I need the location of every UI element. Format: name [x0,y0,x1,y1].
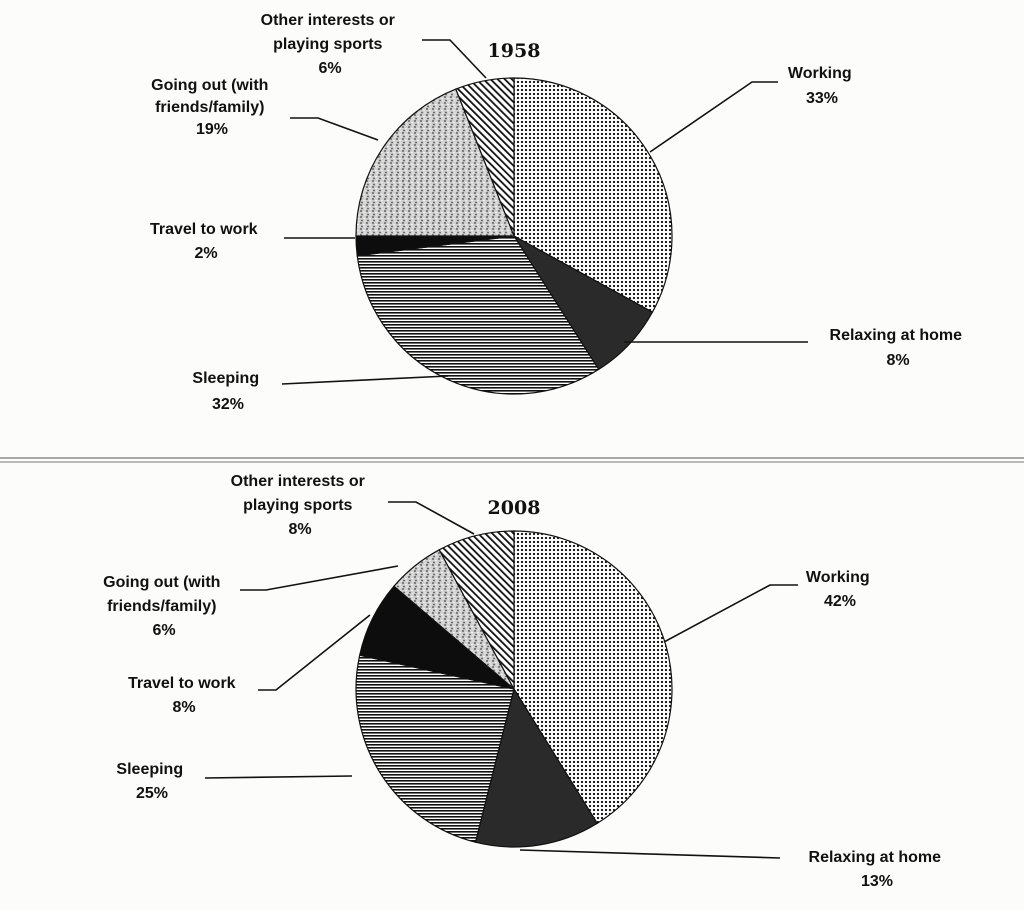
label-other-line1: Other interests or [261,12,395,29]
label-going-out-line1: Going out (with [103,574,220,591]
pie-slice-other-interests-or-playing-sports [438,530,515,690]
pie-slice-other-interests-or-playing-sports [455,77,515,237]
leader-lines [281,39,808,385]
pie-slices [355,77,673,395]
label-sleeping-value: 25% [136,785,168,802]
leader-line-working [663,584,798,643]
pie-slice-relaxing-at-home [474,687,599,848]
label-other: Other interests or playing sports 8% [231,473,370,538]
label-relaxing-name: Relaxing at home [809,849,942,866]
pie-slices [355,530,673,848]
pie-chart-1958: 1958 Other interests or playing sports 6… [150,12,967,413]
label-relaxing-value: 13% [861,873,893,890]
leader-line-other [388,501,475,535]
label-sleeping-value: 32% [212,396,244,413]
label-travel-name: Travel to work [150,221,258,238]
pie-slice-going-out-with-friends-family [355,88,515,237]
label-other-value: 6% [318,60,341,77]
leader-line-sleeping [204,775,353,779]
chart-title: 2008 [488,497,541,519]
label-relaxing: Relaxing at home 13% [809,849,946,890]
label-travel: Travel to work 8% [128,675,240,716]
label-working-name: Working [806,569,870,586]
leader-line-working [649,81,778,153]
label-going-out-line2: friends/family) [107,598,216,615]
label-sleeping: Sleeping 25% [116,761,187,802]
label-travel: Travel to work 2% [150,221,262,262]
leader-line-going-out [290,117,379,141]
leader-line-relaxing [519,849,781,859]
label-other: Other interests or playing sports 6% [261,12,400,77]
label-working: Working 33% [788,65,856,107]
label-working: Working 42% [806,569,874,610]
pie-chart-2008: 2008 Other interests or playing sports 8… [103,473,946,890]
label-other-line2: playing sports [273,36,382,53]
label-other-value: 8% [288,521,311,538]
label-relaxing-name: Relaxing at home [830,327,963,344]
pie-slice-sleeping [356,235,600,395]
pie-slice-sleeping [355,654,515,843]
label-working-name: Working [788,65,852,82]
leader-line-other [422,39,487,79]
chart-separator [0,457,1024,463]
label-relaxing: Relaxing at home 8% [830,327,967,369]
label-relaxing-value: 8% [886,352,909,369]
label-going-out-value: 19% [196,121,228,138]
label-going-out-line1: Going out (with [151,77,268,94]
label-working-value: 33% [806,90,838,107]
label-travel-name: Travel to work [128,675,236,692]
label-travel-value: 8% [172,699,195,716]
label-travel-value: 2% [194,245,217,262]
leader-line-sleeping [281,375,449,385]
pie-slice-working [513,77,673,313]
label-sleeping-name: Sleeping [116,761,183,778]
leader-line-travel [258,614,371,691]
label-other-line2: playing sports [243,497,352,514]
label-sleeping: Sleeping 32% [192,370,263,413]
label-going-out-value: 6% [152,622,175,639]
label-sleeping-name: Sleeping [192,370,259,387]
leader-lines [204,501,798,859]
chart-title: 1958 [488,40,541,62]
label-other-line1: Other interests or [231,473,365,490]
label-going-out-line2: friends/family) [155,99,264,116]
pie-slice-working [513,530,673,825]
leader-line-going-out [240,565,399,591]
label-working-value: 42% [824,593,856,610]
label-going-out: Going out (with friends/family) 6% [103,574,225,639]
label-going-out: Going out (with friends/family) 19% [151,77,273,138]
